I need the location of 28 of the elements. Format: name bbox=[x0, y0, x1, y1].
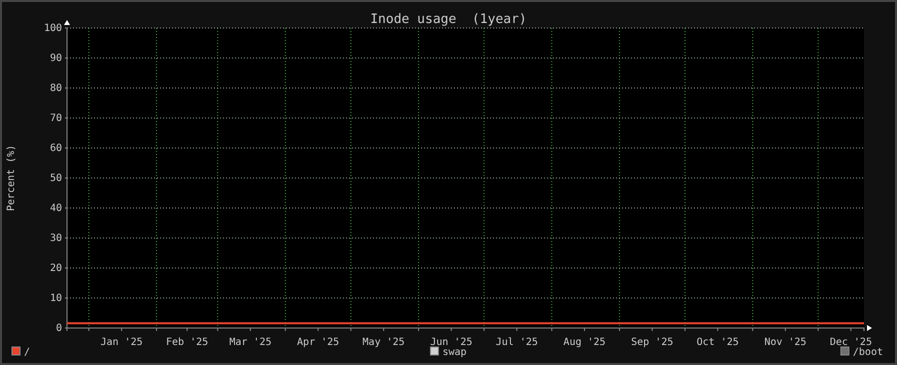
y-tick-label: 30 bbox=[50, 233, 62, 244]
x-tick-label: Sep '25 bbox=[631, 337, 674, 348]
x-tick-label: Jul '25 bbox=[496, 337, 538, 348]
y-tick-label: 70 bbox=[50, 113, 62, 124]
y-tick-label: 10 bbox=[50, 293, 62, 304]
x-tick-label: Jan '25 bbox=[100, 337, 143, 348]
y-tick-label: 50 bbox=[50, 173, 62, 184]
x-tick-label: Feb '25 bbox=[166, 337, 208, 348]
y-tick-label: 90 bbox=[50, 53, 62, 64]
y-tick-label: 20 bbox=[50, 263, 62, 274]
x-tick-label: Aug '25 bbox=[563, 337, 606, 348]
y-axis-title: Percent (%) bbox=[6, 144, 17, 212]
x-tick-label: May '25 bbox=[362, 337, 405, 348]
x-tick-label: Mar '25 bbox=[229, 337, 272, 348]
y-tick-label: 0 bbox=[56, 323, 62, 334]
legend-label: swap bbox=[442, 347, 467, 358]
x-tick-label: Apr '25 bbox=[297, 337, 340, 348]
x-tick-label: Dec '25 bbox=[830, 337, 872, 348]
y-tick-label: 100 bbox=[44, 23, 62, 34]
y-tick-label: 80 bbox=[50, 83, 62, 94]
legend-label: / bbox=[24, 347, 30, 358]
y-tick-label: 60 bbox=[50, 143, 62, 154]
x-tick-label: Oct '25 bbox=[696, 337, 739, 348]
chart-title: Inode usage (1year) bbox=[370, 12, 527, 27]
legend-label: /boot bbox=[852, 347, 883, 358]
x-tick-label: Jun '25 bbox=[430, 337, 472, 348]
y-tick-label: 40 bbox=[50, 203, 62, 214]
x-tick-label: Nov '25 bbox=[764, 337, 806, 348]
